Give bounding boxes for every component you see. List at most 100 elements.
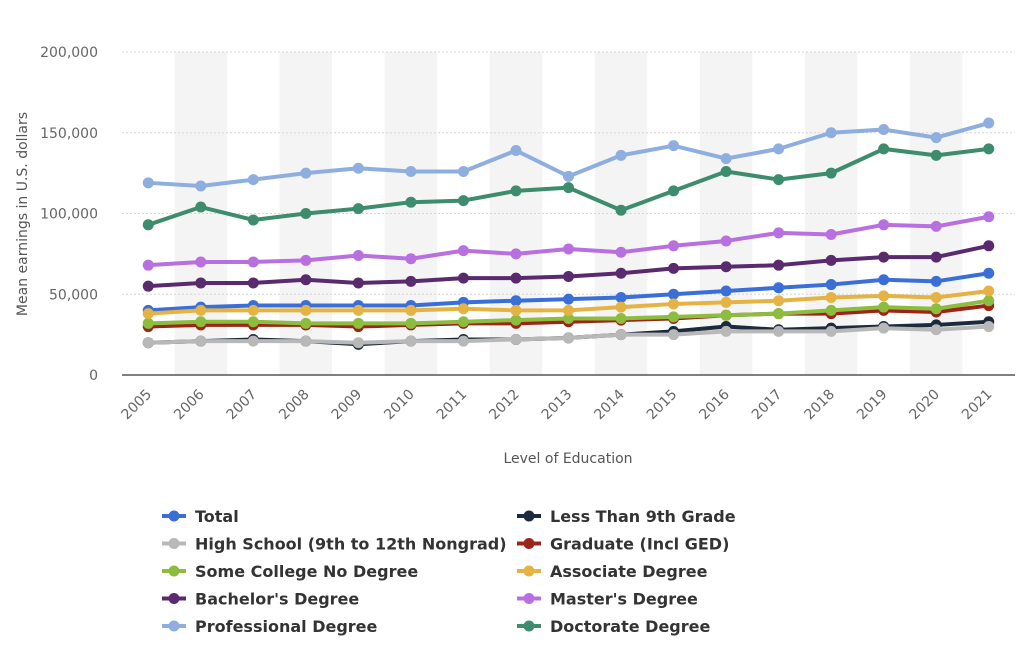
legend-item[interactable]: Doctorate Degree	[517, 617, 710, 636]
data-point[interactable]	[352, 162, 364, 174]
data-point[interactable]	[930, 324, 942, 336]
data-point[interactable]	[825, 279, 837, 291]
data-point[interactable]	[300, 208, 312, 219]
data-point[interactable]	[352, 249, 364, 261]
data-point[interactable]	[195, 277, 207, 289]
data-point[interactable]	[563, 304, 574, 316]
legend-item[interactable]: Some College No Degree	[162, 562, 418, 581]
data-point[interactable]	[510, 185, 522, 197]
data-point[interactable]	[247, 174, 259, 186]
data-point[interactable]	[510, 145, 522, 157]
data-point[interactable]	[195, 180, 207, 192]
data-point[interactable]	[878, 322, 890, 334]
data-point[interactable]	[720, 153, 732, 165]
data-point[interactable]	[457, 245, 469, 257]
data-point[interactable]	[878, 124, 890, 136]
data-point[interactable]	[300, 274, 312, 286]
data-point[interactable]	[720, 285, 732, 297]
data-point[interactable]	[563, 243, 574, 255]
data-point[interactable]	[930, 303, 942, 315]
data-point[interactable]	[983, 295, 995, 307]
data-point[interactable]	[300, 317, 312, 329]
data-point[interactable]	[615, 329, 627, 341]
data-point[interactable]	[615, 291, 627, 303]
data-point[interactable]	[563, 312, 574, 324]
data-point[interactable]	[773, 259, 785, 271]
data-point[interactable]	[247, 214, 259, 226]
legend-item[interactable]: Graduate (Incl GED)	[517, 535, 729, 554]
data-point[interactable]	[195, 335, 207, 347]
data-point[interactable]	[563, 182, 574, 194]
data-point[interactable]	[142, 219, 154, 231]
data-point[interactable]	[668, 262, 680, 274]
data-point[interactable]	[457, 272, 469, 284]
data-point[interactable]	[510, 272, 522, 284]
data-point[interactable]	[720, 261, 732, 273]
data-point[interactable]	[773, 295, 785, 307]
data-point[interactable]	[615, 301, 627, 313]
data-point[interactable]	[457, 195, 469, 207]
data-point[interactable]	[773, 143, 785, 155]
data-point[interactable]	[878, 274, 890, 286]
data-point[interactable]	[563, 270, 574, 282]
data-point[interactable]	[668, 240, 680, 252]
data-point[interactable]	[195, 316, 207, 328]
data-point[interactable]	[405, 304, 417, 316]
legend-item[interactable]: Bachelor's Degree	[162, 590, 359, 609]
data-point[interactable]	[142, 337, 154, 349]
data-point[interactable]	[510, 248, 522, 260]
data-point[interactable]	[615, 312, 627, 324]
data-point[interactable]	[825, 304, 837, 316]
data-point[interactable]	[668, 140, 680, 152]
data-point[interactable]	[247, 256, 259, 268]
data-point[interactable]	[983, 211, 995, 223]
legend-item[interactable]: Associate Degree	[517, 562, 708, 581]
data-point[interactable]	[352, 203, 364, 215]
data-point[interactable]	[142, 177, 154, 189]
legend-item[interactable]: Less Than 9th Grade	[517, 507, 736, 526]
data-point[interactable]	[247, 277, 259, 289]
data-point[interactable]	[615, 204, 627, 216]
data-point[interactable]	[930, 275, 942, 287]
data-point[interactable]	[405, 275, 417, 287]
data-point[interactable]	[668, 298, 680, 310]
data-point[interactable]	[195, 304, 207, 316]
data-point[interactable]	[930, 291, 942, 303]
data-point[interactable]	[773, 308, 785, 320]
data-point[interactable]	[720, 296, 732, 308]
data-point[interactable]	[510, 295, 522, 307]
legend-item[interactable]: Total	[162, 507, 239, 526]
data-point[interactable]	[352, 317, 364, 329]
data-point[interactable]	[878, 290, 890, 302]
data-point[interactable]	[563, 332, 574, 344]
data-point[interactable]	[457, 335, 469, 347]
data-point[interactable]	[352, 304, 364, 316]
data-point[interactable]	[615, 267, 627, 279]
data-point[interactable]	[195, 201, 207, 213]
data-point[interactable]	[352, 277, 364, 289]
data-point[interactable]	[457, 166, 469, 178]
data-point[interactable]	[878, 143, 890, 155]
data-point[interactable]	[773, 227, 785, 239]
data-point[interactable]	[930, 149, 942, 161]
data-point[interactable]	[825, 167, 837, 179]
data-point[interactable]	[720, 309, 732, 321]
data-point[interactable]	[930, 220, 942, 232]
data-point[interactable]	[773, 325, 785, 337]
data-point[interactable]	[142, 317, 154, 329]
data-point[interactable]	[983, 321, 995, 333]
data-point[interactable]	[405, 335, 417, 347]
data-point[interactable]	[720, 325, 732, 337]
data-point[interactable]	[405, 253, 417, 265]
data-point[interactable]	[563, 293, 574, 305]
data-point[interactable]	[825, 291, 837, 303]
data-point[interactable]	[457, 316, 469, 328]
data-point[interactable]	[878, 301, 890, 313]
data-point[interactable]	[983, 240, 995, 252]
data-point[interactable]	[510, 333, 522, 345]
data-point[interactable]	[563, 170, 574, 182]
data-point[interactable]	[510, 304, 522, 316]
data-point[interactable]	[405, 196, 417, 208]
data-point[interactable]	[930, 251, 942, 263]
legend-item[interactable]: Professional Degree	[162, 617, 378, 636]
